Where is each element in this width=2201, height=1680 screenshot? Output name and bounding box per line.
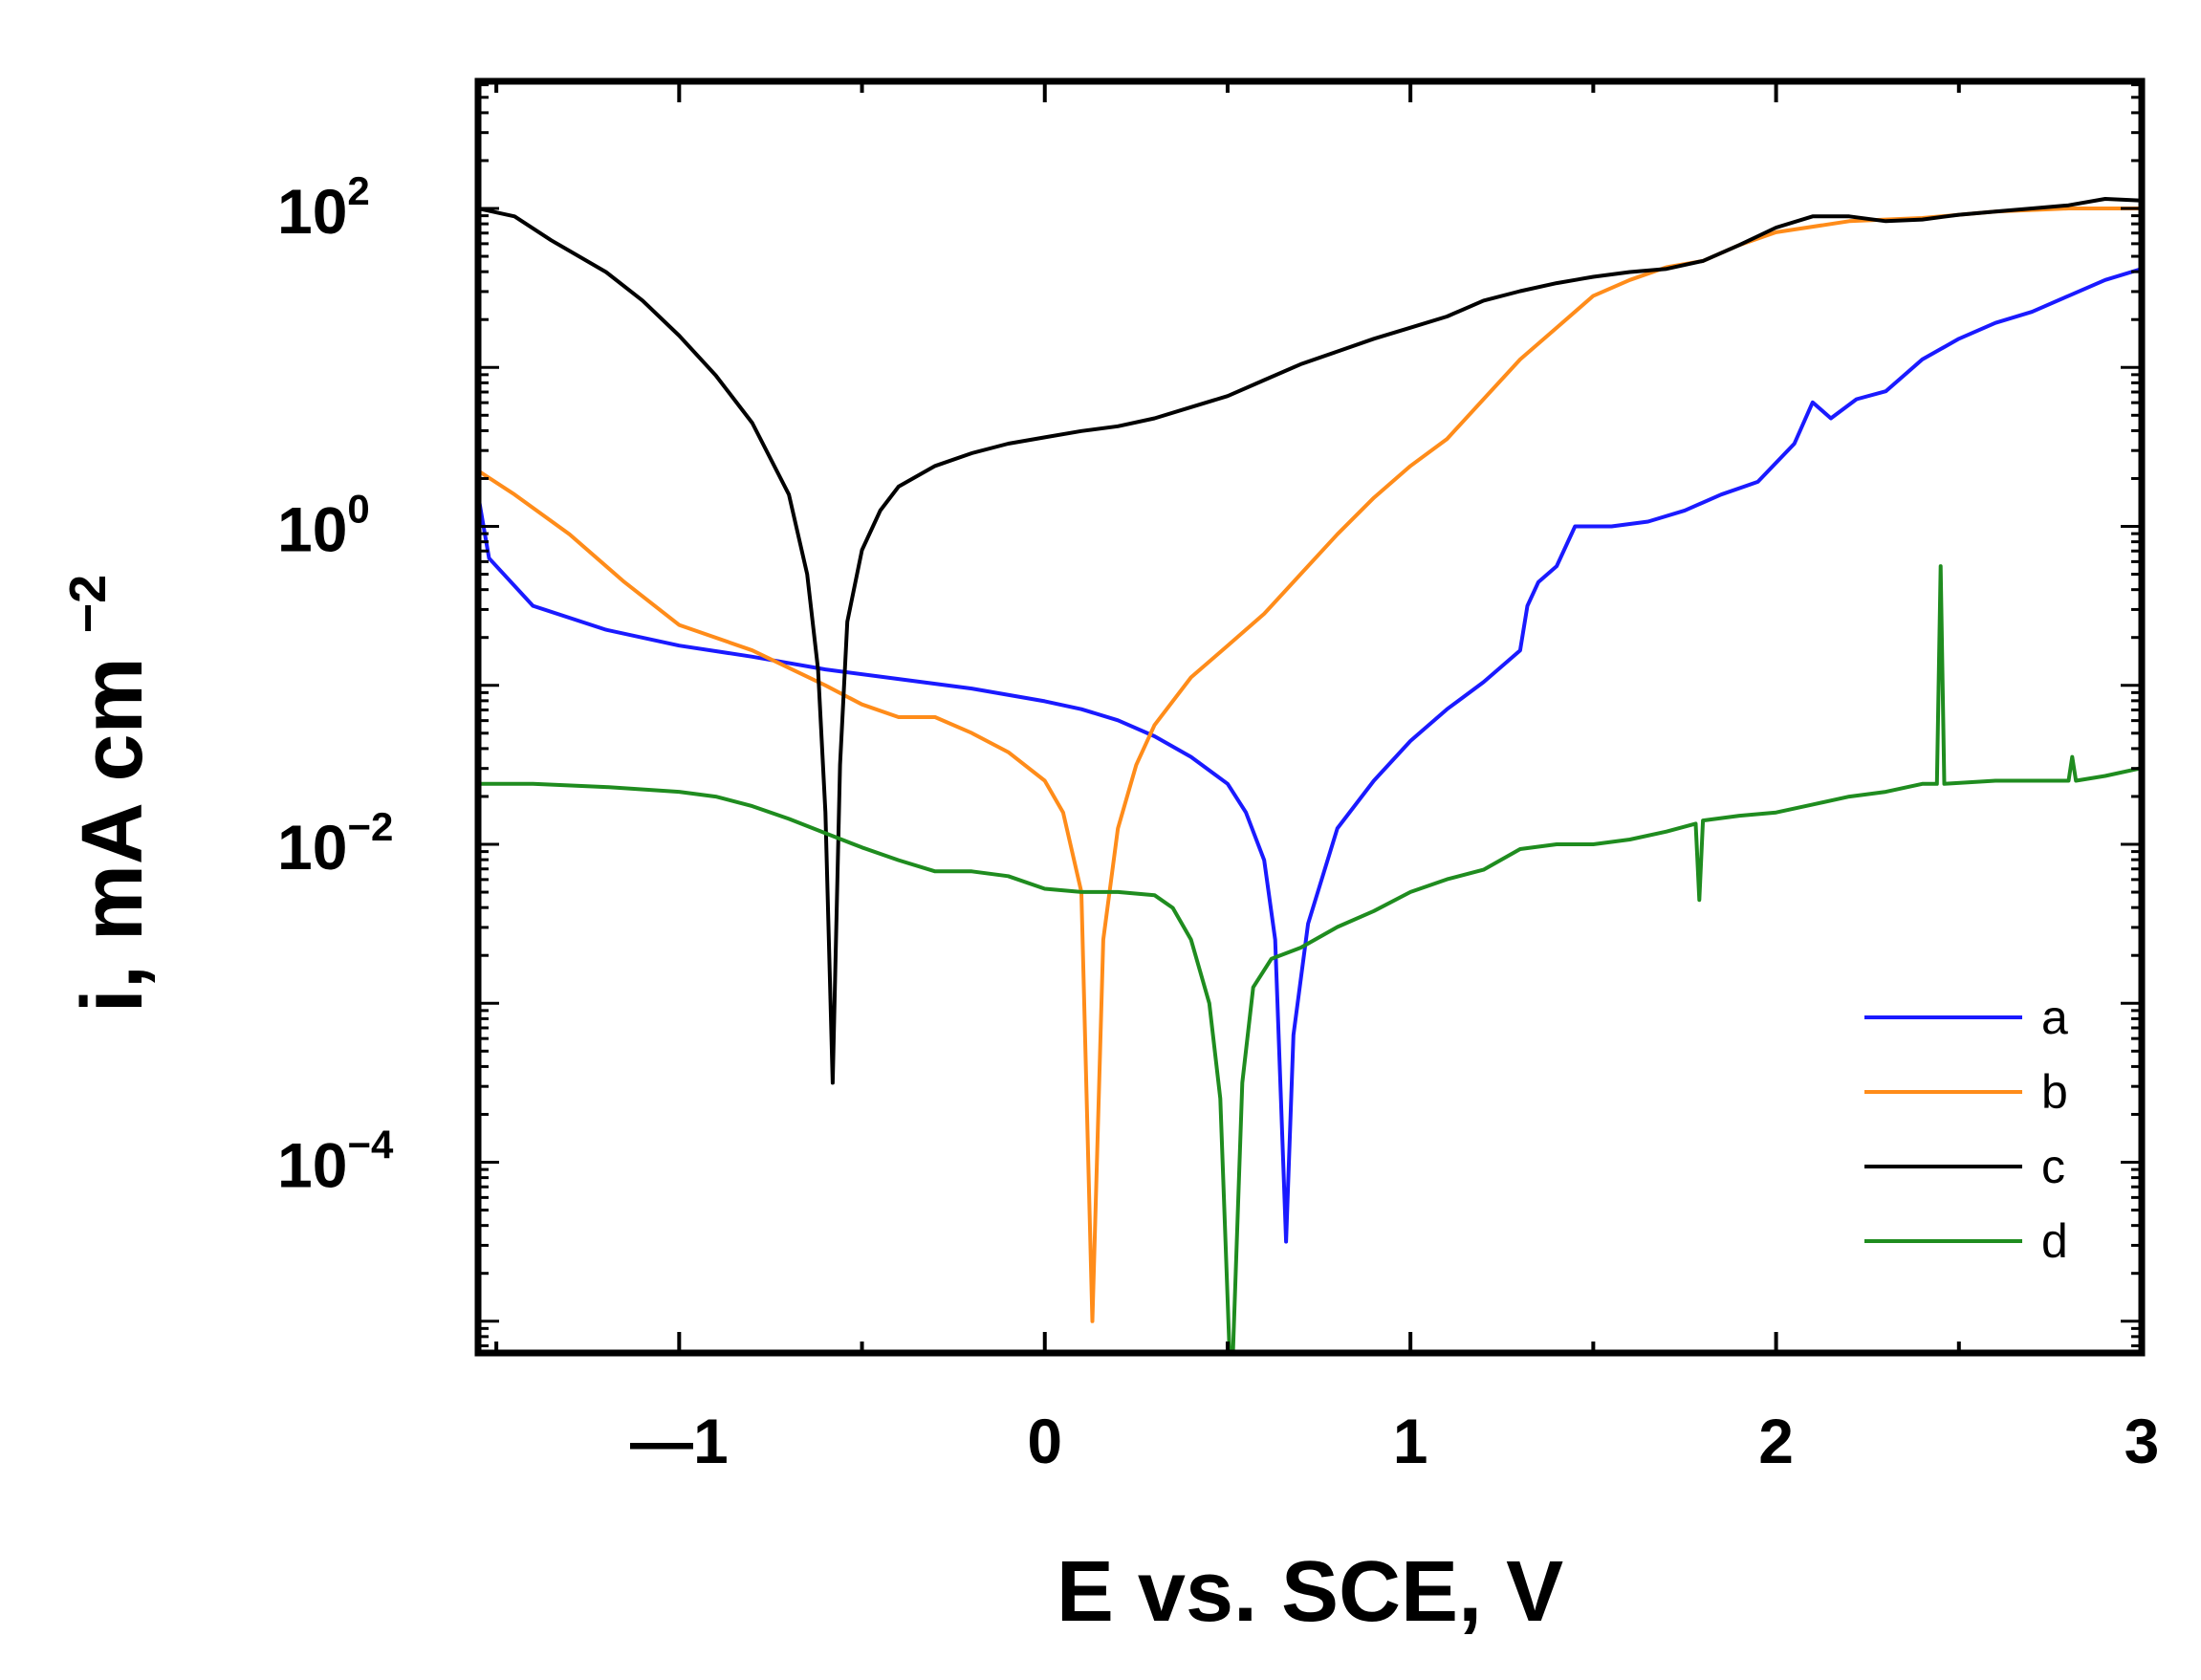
legend-label-a: a (2041, 991, 2068, 1044)
svg-text:i, mA cm −2: i, mA cm −2 (59, 575, 161, 1013)
x-tick-label: 2 (1758, 1406, 1794, 1476)
series-line-b (478, 207, 2142, 1323)
y-tick-exponent: −4 (347, 1123, 394, 1167)
series-line-d (478, 564, 2142, 1353)
x-tick-label: 3 (2125, 1406, 2160, 1476)
y-tick-exponent: 2 (347, 168, 369, 213)
tick-marks (478, 81, 2144, 1353)
y-tick-label: 10−4 (277, 1123, 394, 1201)
y-tick-label: 10−2 (277, 804, 393, 883)
legend-label-d: d (2041, 1214, 2068, 1268)
y-tick-base: 10 (277, 176, 347, 247)
series-layer (478, 197, 2142, 1353)
y-axis-title-exponent: −2 (59, 575, 117, 634)
y-tick-label: 100 (277, 487, 370, 565)
plot-frame (474, 77, 2146, 1357)
x-tick-label: 0 (1027, 1406, 1062, 1476)
y-tick-base: 10 (277, 1130, 347, 1201)
y-axis-title: i, mA cm −2 (59, 575, 161, 1013)
legend-label-c: c (2041, 1140, 2065, 1193)
y-tick-exponent: 0 (347, 487, 369, 532)
x-tick-label: 1 (1393, 1406, 1428, 1476)
series-line-c (478, 197, 2142, 1085)
y-tick-base: 10 (277, 812, 347, 883)
y-tick-base: 10 (277, 494, 347, 565)
series-line-a (478, 267, 2142, 1244)
y-tick-label: 102 (277, 168, 370, 247)
x-tick-labels: —1 0 1 2 3 (630, 1406, 2159, 1476)
y-axis-title-main: i, mA cm (65, 657, 161, 1013)
y-tick-exponent: −2 (347, 804, 393, 849)
x-axis-title: E vs. SCE, V (1057, 1544, 1563, 1640)
legend-label-b: b (2041, 1065, 2068, 1119)
x-tick-label: —1 (630, 1406, 729, 1476)
